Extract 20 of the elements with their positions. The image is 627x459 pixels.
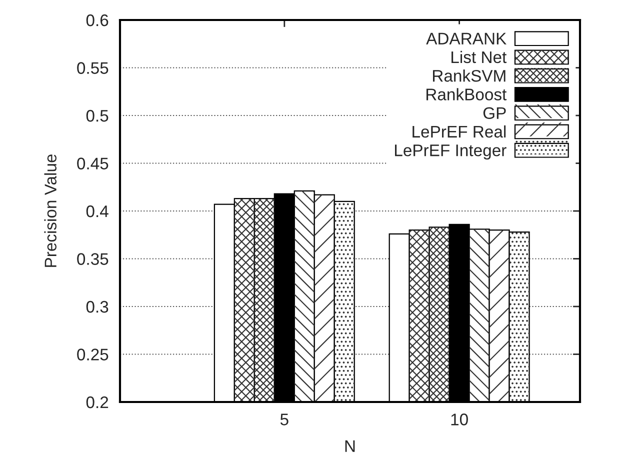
legend-label: RankBoost <box>426 88 507 100</box>
y-tick-label: 0.45 <box>77 158 108 170</box>
x-tick-label: 10 <box>451 414 468 426</box>
y-tick-label: 0.4 <box>86 205 108 218</box>
legend-label: LePrEF Real <box>412 125 506 138</box>
y-tick-label: 0.3 <box>86 300 108 313</box>
legend-label: GP <box>483 107 506 119</box>
y-tick-label: 0.5 <box>86 110 108 122</box>
x-tick-label: 5 <box>280 414 288 426</box>
y-tick-label: 0.55 <box>77 62 108 74</box>
y-axis-title: Precision Value <box>44 154 56 267</box>
legend-label: RankSVM <box>433 70 506 82</box>
legend-label: ADARANK <box>426 32 506 44</box>
y-tick-label: 0.25 <box>77 348 108 360</box>
legend-label: LePrEF Integer <box>395 144 506 160</box>
x-axis-title: N <box>345 440 355 452</box>
legend-label: List Net <box>452 50 507 64</box>
y-tick-label: 0.35 <box>77 253 108 265</box>
y-tick-label: 0.2 <box>86 396 108 408</box>
y-tick-label: 0.6 <box>86 14 108 26</box>
